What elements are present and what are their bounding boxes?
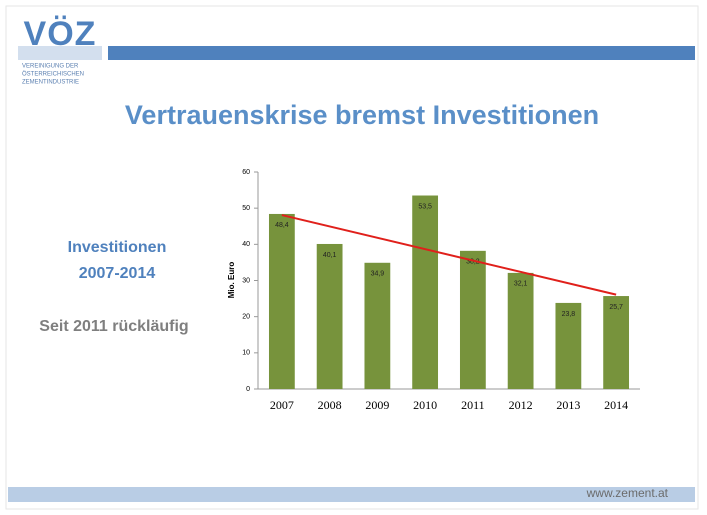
value-label: 48,4 [275,222,289,229]
y-tick-label: 30 [242,277,250,284]
x-tick-label: 2008 [318,398,342,412]
y-tick-label: 10 [242,350,250,357]
bar [316,243,343,389]
sidebar-line: 2007-2014 [79,265,156,282]
value-label: 23,8 [562,311,576,318]
sidebar-line: Investitionen [68,239,167,256]
x-tick-label: 2007 [270,398,294,412]
x-tick-label: 2012 [509,398,533,412]
y-tick-label: 40 [242,241,250,248]
y-tick-label: 0 [246,386,250,393]
bar [603,296,630,389]
value-label: 25,7 [609,304,623,311]
logo-line: ZEMENTINDUSTRIE [22,80,79,86]
x-tick-label: 2013 [556,398,580,412]
bar [507,272,534,389]
bar [412,195,439,389]
y-tick-label: 60 [242,169,250,176]
x-tick-label: 2011 [461,398,485,412]
bar [268,213,295,389]
slide-title: Vertrauenskrise bremst Investitionen [125,100,599,130]
chart: 0 10 20 30 40 50 60 2007 48,4 2008 40,1 2009 34,9 201… [242,169,640,412]
bar [459,250,486,389]
trendline [281,214,617,296]
logo-underline [18,46,102,60]
y-axis-label: Mio. Euro [227,262,236,299]
value-label: 32,1 [514,281,528,288]
y-tick-label: 50 [242,205,250,212]
logo-line: VEREINIGUNG DER [22,64,79,70]
logo-line: ÖSTERREICHISCHEN [22,71,84,78]
x-tick-label: 2010 [413,398,437,412]
value-label: 53,5 [418,203,432,210]
value-label: 34,9 [371,271,385,278]
x-tick-label: 2014 [604,398,628,412]
value-label: 38,2 [466,259,480,266]
bar [364,262,391,389]
sidebar-note: Seit 2011 rückläufig [39,318,188,335]
bar [555,302,582,389]
value-label: 40,1 [323,252,337,259]
x-tick-label: 2009 [365,398,389,412]
footer-url: www.zement.at [586,486,669,500]
logo: VÖZ [24,15,97,53]
header-bar [108,46,695,60]
footer-bar [8,487,695,502]
y-tick-label: 20 [242,314,250,321]
slide-frame [5,5,699,510]
